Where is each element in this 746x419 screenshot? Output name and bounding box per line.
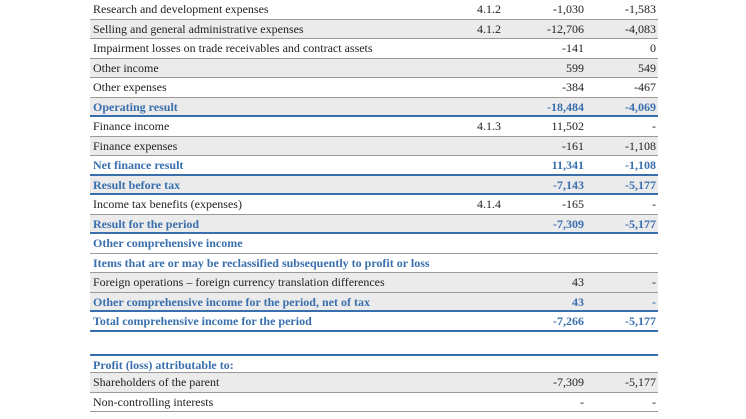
table-row: Research and development expenses 4.1.2 … <box>90 0 658 20</box>
row-value-current: 11,341 <box>551 158 584 172</box>
row-value-prior: -467 <box>634 80 656 94</box>
section-heading-reclassified-items: Items that are or may be reclassified su… <box>90 254 658 273</box>
row-value-prior: -4,069 <box>625 99 656 114</box>
row-label: Finance income <box>93 119 170 133</box>
row-value-prior: - <box>652 394 656 409</box>
row-value-prior: -5,177 <box>625 375 656 389</box>
row-note: 4.1.2 <box>477 21 501 36</box>
row-label: Research and development expenses <box>93 2 269 16</box>
row-value-current: -7,309 <box>553 216 584 231</box>
row-label: Non-controlling interests <box>93 394 214 409</box>
table-row: Income tax benefits (expenses) 4.1.4 -16… <box>90 195 658 215</box>
table-row: Selling and general administrative expen… <box>90 19 658 39</box>
row-label: Finance expenses <box>93 138 178 153</box>
row-label: Impairment losses on trade receivables a… <box>93 41 373 55</box>
income-statement-table: Research and development expenses 4.1.2 … <box>90 0 658 412</box>
row-note: 4.1.3 <box>477 119 501 133</box>
row-value-current: - <box>580 394 584 409</box>
table-row: Non-controlling interests - - <box>90 393 658 412</box>
row-value-prior: - <box>652 294 656 309</box>
row-note: 4.1.4 <box>477 197 501 211</box>
table-row: Other income 599 549 <box>90 58 658 78</box>
row-label: Result for the period <box>93 216 200 231</box>
table-row: Finance expenses -161 -1,108 <box>90 136 658 156</box>
section-spacer <box>90 332 658 354</box>
table-row: Foreign operations – foreign currency tr… <box>90 273 658 293</box>
table-row: Finance income 4.1.3 11,502 - <box>90 117 658 137</box>
row-label: Other comprehensive income <box>93 236 243 250</box>
row-label: Net finance result <box>93 158 184 172</box>
row-value-current: -7,309 <box>553 375 584 389</box>
row-value-prior: 549 <box>638 60 656 75</box>
subtotal-row-net-finance-result: Net finance result 11,341 -1,108 <box>90 156 658 176</box>
row-value-current: -141 <box>562 41 584 55</box>
row-label: Income tax benefits (expenses) <box>93 197 242 211</box>
subtotal-row-result-before-tax: Result before tax -7,143 -5,177 <box>90 175 658 195</box>
row-label: Foreign operations – foreign currency tr… <box>93 275 385 289</box>
row-value-current: -165 <box>562 197 584 211</box>
row-label: Shareholders of the parent <box>93 375 220 389</box>
row-value-prior: -1,583 <box>625 2 656 16</box>
row-value-prior: -1,108 <box>625 138 656 153</box>
table-row: Impairment losses on trade receivables a… <box>90 39 658 59</box>
row-value-current: -1,030 <box>553 2 584 16</box>
section-heading-other-comprehensive-income: Other comprehensive income <box>90 234 658 254</box>
row-value-current: 43 <box>572 275 584 289</box>
row-value-current: -18,484 <box>547 99 584 114</box>
row-value-prior: -4,083 <box>625 21 656 36</box>
row-value-prior: -5,177 <box>625 314 656 328</box>
row-value-prior: -1,108 <box>625 158 656 172</box>
row-value-current: -7,143 <box>553 177 584 192</box>
row-value-prior: 0 <box>650 41 656 55</box>
row-value-current: -12,706 <box>547 21 584 36</box>
row-value-current: 11,502 <box>551 119 584 133</box>
row-value-current: 599 <box>566 60 584 75</box>
row-label: Result before tax <box>93 177 181 192</box>
row-value-prior: -5,177 <box>625 216 656 231</box>
row-value-current: 43 <box>572 294 584 309</box>
row-value-current: -7,266 <box>553 314 584 328</box>
section-heading-attributable: Profit (loss) attributable to: <box>90 353 658 373</box>
table-row: Other expenses -384 -467 <box>90 78 658 98</box>
subtotal-row-result-for-period: Result for the period -7,309 -5,177 <box>90 214 658 234</box>
row-label: Other income <box>93 60 159 75</box>
row-value-prior: - <box>652 119 656 133</box>
row-note: 4.1.2 <box>477 2 501 16</box>
subtotal-row-operating-result: Operating result -18,484 -4,069 <box>90 97 658 117</box>
row-label: Other comprehensive income for the perio… <box>93 294 370 309</box>
row-value-current: -161 <box>562 138 584 153</box>
row-label: Total comprehensive income for the perio… <box>93 314 312 328</box>
subtotal-row-oci-net-of-tax: Other comprehensive income for the perio… <box>90 292 658 312</box>
row-label: Items that are or may be reclassified su… <box>93 255 430 270</box>
row-value-prior: - <box>652 275 656 289</box>
row-label: Selling and general administrative expen… <box>93 21 304 36</box>
row-label: Profit (loss) attributable to: <box>93 357 234 372</box>
row-value-prior: -5,177 <box>625 177 656 192</box>
row-value-current: -384 <box>562 80 584 94</box>
total-row-comprehensive-income: Total comprehensive income for the perio… <box>90 312 658 332</box>
row-label: Other expenses <box>93 80 167 94</box>
row-value-prior: - <box>652 197 656 211</box>
row-label: Operating result <box>93 99 178 114</box>
table-row: Shareholders of the parent -7,309 -5,177 <box>90 373 658 393</box>
